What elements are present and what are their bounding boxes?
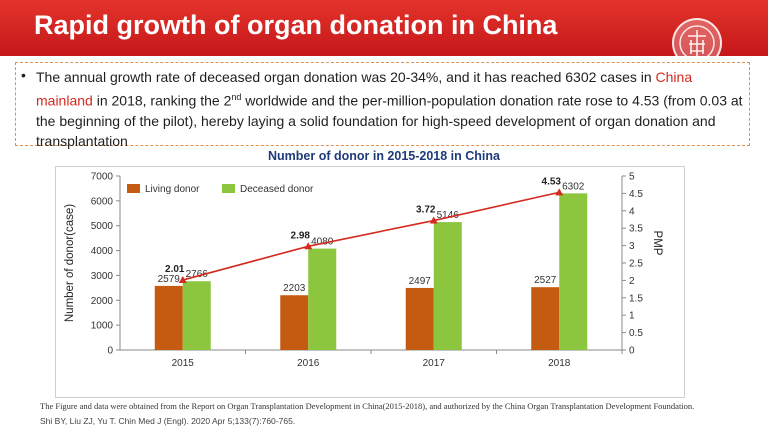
- y2-tick-label: 0: [629, 346, 635, 357]
- bar-value-label: 2766: [186, 269, 209, 280]
- y2-tick-label: 2.5: [629, 259, 643, 270]
- legend-label-deceased: Deceased donor: [240, 184, 314, 195]
- summary-box: • The annual growth rate of deceased org…: [15, 62, 750, 149]
- bullet-marker: •: [21, 67, 26, 83]
- pmp-value-label: 2.98: [291, 230, 311, 241]
- y2-tick-label: 0.5: [629, 328, 643, 339]
- legend-swatch-deceased: [222, 184, 235, 193]
- y2-axis-title: PMP: [651, 231, 663, 256]
- y-tick-label: 5000: [91, 221, 114, 232]
- citation: Shi BY, Liu ZJ, Yu T. Chin Med J (Engl).…: [40, 416, 296, 426]
- summary-part-3: worldwide and the per-million-population…: [36, 92, 743, 149]
- pmp-value-label: 3.72: [416, 205, 436, 216]
- bar-value-label: 4080: [311, 237, 334, 248]
- bar-value-label: 2497: [409, 276, 432, 287]
- broadcaster-logo-icon: [672, 18, 722, 68]
- y-tick-label: 2000: [91, 296, 114, 307]
- bar-deceased: [308, 248, 337, 350]
- pmp-value-label: 4.53: [542, 176, 562, 187]
- summary-text: The annual growth rate of deceased organ…: [36, 67, 744, 151]
- x-tick-label: 2016: [297, 358, 320, 369]
- y-tick-label: 6000: [91, 196, 114, 207]
- title-banner: Rapid growth of organ donation in China: [0, 0, 768, 56]
- summary-highlight: China mainland: [36, 69, 693, 109]
- x-tick-label: 2017: [423, 358, 446, 369]
- y2-tick-label: 4.5: [629, 189, 643, 200]
- summary-superscript: nd: [231, 92, 242, 102]
- y2-tick-label: 2: [629, 276, 635, 287]
- y-tick-label: 7000: [91, 172, 114, 183]
- y-tick-label: 1000: [91, 321, 114, 332]
- bar-value-label: 2527: [534, 275, 557, 286]
- x-tick-label: 2015: [172, 358, 195, 369]
- bar-value-label: 5146: [437, 210, 460, 221]
- y-tick-label: 3000: [91, 271, 114, 282]
- y2-tick-label: 3: [629, 241, 635, 252]
- summary-part-2: in 2018, ranking the 2: [92, 92, 232, 109]
- summary-part-1: The annual growth rate of deceased organ…: [36, 69, 656, 85]
- bar-deceased: [559, 193, 588, 350]
- bar-value-label: 2203: [283, 283, 306, 294]
- x-tick-label: 2018: [548, 358, 571, 369]
- bar-deceased: [182, 281, 211, 350]
- legend-label-living: Living donor: [145, 184, 200, 195]
- legend-swatch-living: [127, 184, 140, 193]
- bar-living: [405, 287, 434, 350]
- y-tick-label: 0: [107, 346, 113, 357]
- source-note: The Figure and data were obtained from t…: [40, 401, 695, 411]
- y2-tick-label: 1.5: [629, 293, 643, 304]
- pmp-marker: [178, 276, 187, 284]
- pmp-marker: [555, 188, 564, 196]
- pmp-marker: [429, 216, 438, 224]
- bar-deceased: [433, 222, 462, 350]
- pmp-line: [182, 191, 560, 281]
- pmp-value-label: 2.01: [165, 264, 185, 275]
- bar-living: [531, 287, 560, 350]
- y2-tick-label: 3.5: [629, 224, 643, 235]
- bar-living: [280, 295, 309, 350]
- y2-tick-label: 1: [629, 311, 635, 322]
- y-axis-title: Number of donor(case): [64, 204, 76, 322]
- y2-tick-label: 4: [629, 206, 635, 217]
- y-tick-label: 4000: [91, 246, 114, 257]
- slide-title: Rapid growth of organ donation in China: [34, 10, 558, 40]
- chart-title: Number of donor in 2015-2018 in China: [268, 149, 500, 163]
- bar-value-label: 6302: [562, 181, 585, 192]
- y2-tick-label: 5: [629, 172, 635, 183]
- pmp-marker: [304, 242, 313, 250]
- bar-value-label: 2579: [158, 274, 181, 285]
- bar-living: [154, 285, 183, 350]
